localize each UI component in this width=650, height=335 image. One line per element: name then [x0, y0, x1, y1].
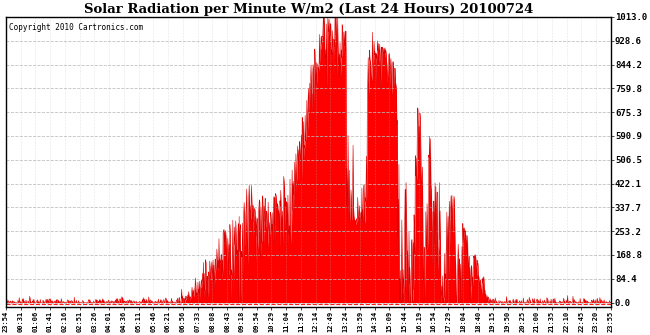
- Text: Copyright 2010 Cartronics.com: Copyright 2010 Cartronics.com: [9, 23, 143, 32]
- Title: Solar Radiation per Minute W/m2 (Last 24 Hours) 20100724: Solar Radiation per Minute W/m2 (Last 24…: [84, 3, 533, 16]
